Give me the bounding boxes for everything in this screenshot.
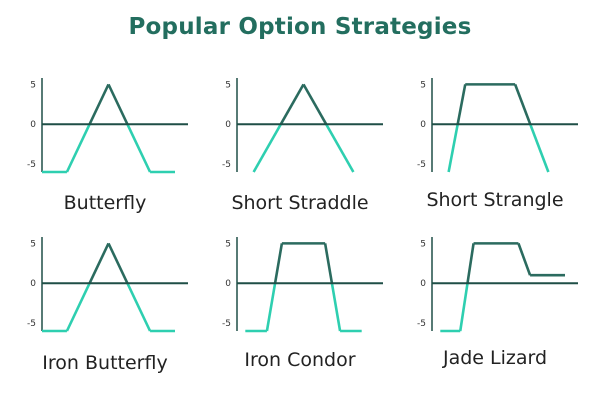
profit-segment [107,83,129,125]
loss-segment [65,123,91,173]
loss-segment [330,282,342,332]
y-tick-label: 0 [420,279,426,289]
loss-segment [529,123,550,173]
y-tick-label: 0 [30,279,36,289]
loss-segment [252,123,282,173]
profit-segment [88,83,110,125]
y-tick-label: 5 [420,239,426,249]
y-tick-label: -5 [417,160,426,170]
strategy-label: Iron Condor [244,349,356,371]
chart-title: Popular Option Strategies [128,14,472,40]
profit-segment [107,242,129,284]
profit-segment [273,243,284,284]
loss-segment [65,282,91,332]
chart-panel-6: 5 0 -5 Jade Lizard [417,235,580,385]
strategy-label: Short Straddle [231,192,369,214]
y-tick-label: -5 [222,160,231,170]
payoff-plot: 5 0 -5 [222,78,383,173]
profit-segment [88,242,110,284]
strategy-label: Butterfly [63,192,147,214]
y-tick-label: 5 [225,239,231,249]
y-tick-label: 0 [225,120,231,130]
y-tick-label: 5 [30,239,36,249]
loss-segment [126,282,152,332]
chart-panel-3: 5 0 -5 Short Strangle [417,76,580,226]
y-tick-label: 0 [420,120,426,130]
y-tick-label: -5 [417,319,426,329]
y-tick-label: 5 [30,80,36,90]
loss-segment [325,123,355,173]
profit-segment [513,83,532,125]
y-tick-label: -5 [222,319,231,329]
profit-segment [456,84,467,125]
profit-segment [323,243,334,284]
profit-segment [279,83,305,125]
payoff-plot: 5 0 -5 [27,78,188,174]
profit-segment [517,242,532,276]
payoff-plot: 5 0 -5 [222,237,383,333]
loss-segment [126,123,152,173]
chart-panel-2: 5 0 -5 Short Straddle [222,76,385,226]
strategy-label: Iron Butterfly [42,352,168,374]
profit-segment [466,243,475,284]
y-tick-label: 5 [420,80,426,90]
loss-segment [447,123,459,173]
loss-segment [265,282,277,332]
y-tick-label: 0 [225,279,231,289]
payoff-plot: 5 0 -5 [27,237,188,333]
y-tick-label: -5 [27,319,36,329]
payoff-plot: 5 0 -5 [417,237,578,333]
profit-segment [302,83,328,125]
chart-panel-4: 5 0 -5 Iron Butterfly [27,235,190,385]
strategy-label: Jade Lizard [442,347,548,369]
strategy-label: Short Strangle [426,189,564,211]
chart-panel-5: 5 0 -5 Iron Condor [222,235,385,385]
y-tick-label: 5 [225,80,231,90]
y-tick-label: 0 [30,120,36,130]
loss-segment [458,283,469,332]
chart-panel-1: 5 0 -5 Butterfly [27,76,190,226]
payoff-plot: 5 0 -5 [417,78,578,173]
y-tick-label: -5 [27,160,36,170]
